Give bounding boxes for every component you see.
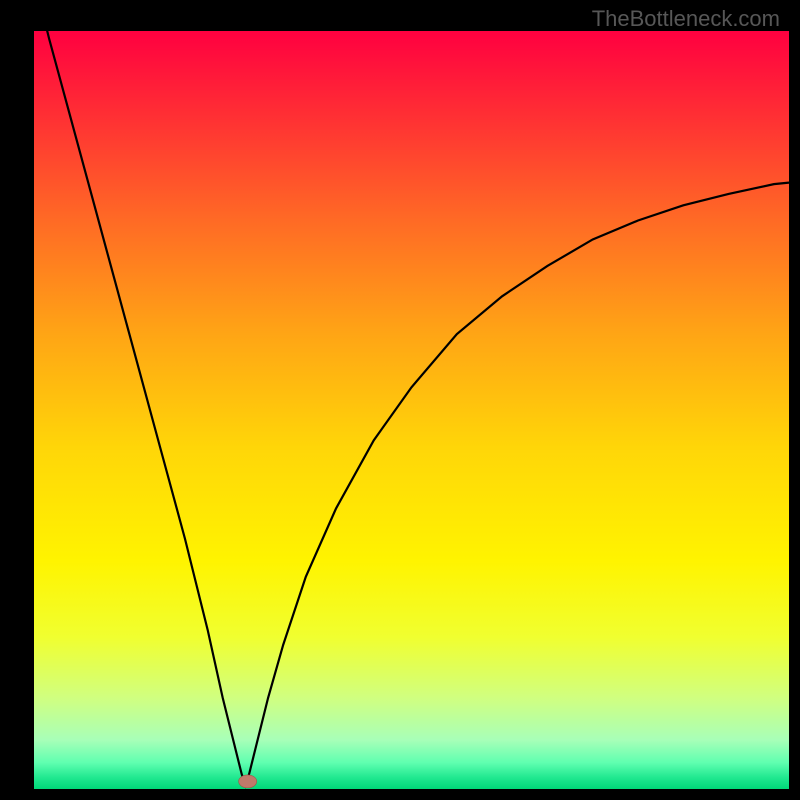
watermark-text: TheBottleneck.com xyxy=(592,6,780,32)
chart-svg xyxy=(34,31,789,789)
minimum-marker xyxy=(239,775,257,788)
plot-area xyxy=(34,31,789,789)
gradient-background xyxy=(34,31,789,789)
chart-container: TheBottleneck.com xyxy=(0,0,800,800)
